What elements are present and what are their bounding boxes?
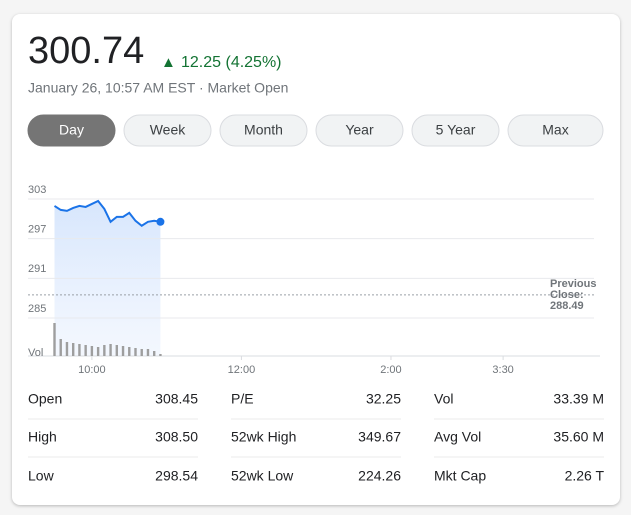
- volume-bar: [109, 344, 112, 356]
- y-tick-label: 297: [28, 224, 46, 236]
- tab-button[interactable]: [411, 114, 500, 147]
- stat-value: 349.67: [358, 429, 401, 445]
- stat-value: 308.45: [155, 391, 198, 407]
- up-arrow: ▲: [161, 54, 176, 71]
- tab-button[interactable]: [27, 114, 116, 147]
- stat-label: High: [28, 429, 57, 445]
- tab-button[interactable]: [219, 114, 308, 147]
- x-tick-label: 3:30: [492, 364, 513, 376]
- stat-value: 298.54: [155, 468, 198, 484]
- previous-close-label: Previous Close:: [550, 278, 596, 301]
- stat-label: Open: [28, 391, 62, 407]
- tab-label: Month: [244, 122, 283, 138]
- x-tick-label: 12:00: [228, 364, 256, 376]
- volume-bar: [134, 348, 137, 356]
- tab-button[interactable]: [315, 114, 404, 147]
- volume-bar: [140, 349, 143, 356]
- stat-label: 52wk High: [231, 429, 296, 445]
- volume-bar: [121, 346, 125, 356]
- volume-bar: [90, 346, 94, 356]
- volume-bar: [78, 344, 81, 356]
- volume-bar: [146, 349, 150, 356]
- stat-value: 35.60 M: [553, 429, 604, 445]
- volume-bar: [128, 347, 131, 356]
- price-change: 12.25 (4.25%): [181, 54, 282, 71]
- stat-value: 2.26 T: [565, 468, 605, 484]
- volume-bar: [71, 343, 75, 356]
- stat-label: Mkt Cap: [434, 468, 486, 484]
- x-tick-label: 10:00: [78, 364, 106, 376]
- x-tick-label: 2:00: [380, 364, 401, 376]
- volume-bar: [159, 354, 162, 356]
- stat-value: 32.25: [366, 391, 401, 407]
- tab-label: Week: [150, 122, 187, 138]
- volume-bar: [84, 345, 87, 356]
- volume-bar: [53, 323, 56, 356]
- timestamp: January 26, 10:57 AM EST · Market Open: [28, 80, 288, 96]
- y-tick-label: 291: [28, 263, 46, 275]
- price: 300.74: [28, 30, 144, 72]
- tab-label: Year: [345, 122, 374, 138]
- volume-bar: [152, 351, 156, 356]
- stat-label: Vol: [434, 391, 453, 407]
- tab-button[interactable]: [123, 114, 212, 147]
- tab-label: Max: [542, 122, 568, 138]
- last-point: [156, 217, 165, 226]
- volume-label: Vol: [28, 347, 43, 359]
- y-tick-label: 303: [28, 184, 46, 196]
- volume-bar: [115, 345, 119, 356]
- volume-bar: [103, 345, 106, 356]
- tab-button[interactable]: [507, 114, 604, 147]
- stat-value: 308.50: [155, 429, 198, 445]
- tab-label: Day: [59, 122, 84, 138]
- volume-bar: [65, 342, 69, 356]
- stat-value: 33.39 M: [553, 391, 604, 407]
- previous-close-value: 288.49: [550, 300, 584, 312]
- price-line: [53, 199, 161, 228]
- stat-value: 224.26: [358, 468, 401, 484]
- tab-label: 5 Year: [436, 122, 476, 138]
- y-tick-label: 285: [28, 303, 46, 315]
- stat-label: P/E: [231, 391, 254, 407]
- volume-bar: [59, 339, 62, 356]
- stat-label: Low: [28, 468, 55, 484]
- volume-bar: [96, 347, 100, 356]
- stat-label: 52wk Low: [231, 468, 294, 484]
- stat-label: Avg Vol: [434, 429, 481, 445]
